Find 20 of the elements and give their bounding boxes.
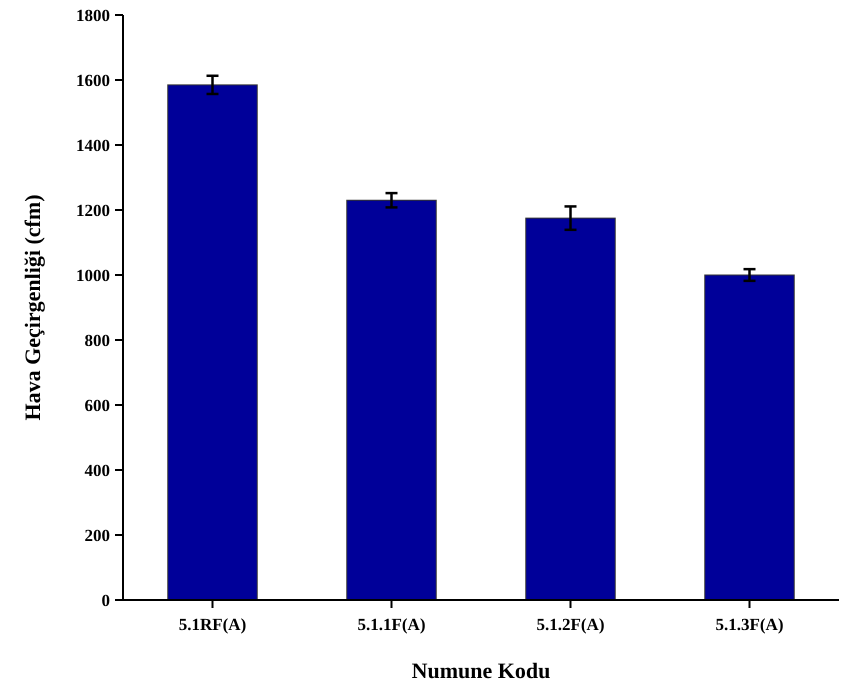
x-tick-label: 5.1.2F(A) xyxy=(536,615,604,634)
bar xyxy=(167,84,258,600)
y-axis-title: Hava Geçirgenliği (cfm) xyxy=(20,194,45,421)
x-tick-label: 5.1RF(A) xyxy=(178,615,246,634)
y-tick-label: 0 xyxy=(102,590,110,610)
y-tick-label: 400 xyxy=(84,460,110,480)
bar xyxy=(704,274,795,600)
y-tick-label: 1600 xyxy=(76,70,110,90)
y-tick-label: 200 xyxy=(84,526,110,545)
y-tick-label: 1000 xyxy=(76,266,110,285)
x-axis-title: Numune Kodu xyxy=(412,658,550,683)
y-tick-label: 800 xyxy=(84,330,110,350)
y-tick-label: 1200 xyxy=(76,200,110,220)
x-tick-label: 5.1.3F(A) xyxy=(716,615,784,634)
y-tick-label: 1800 xyxy=(76,6,110,25)
y-tick-label: 600 xyxy=(84,396,110,415)
bar xyxy=(525,218,616,600)
y-tick-label: 1400 xyxy=(76,136,110,155)
bar xyxy=(346,200,437,600)
x-tick-label: 5.1.1F(A) xyxy=(358,615,426,634)
